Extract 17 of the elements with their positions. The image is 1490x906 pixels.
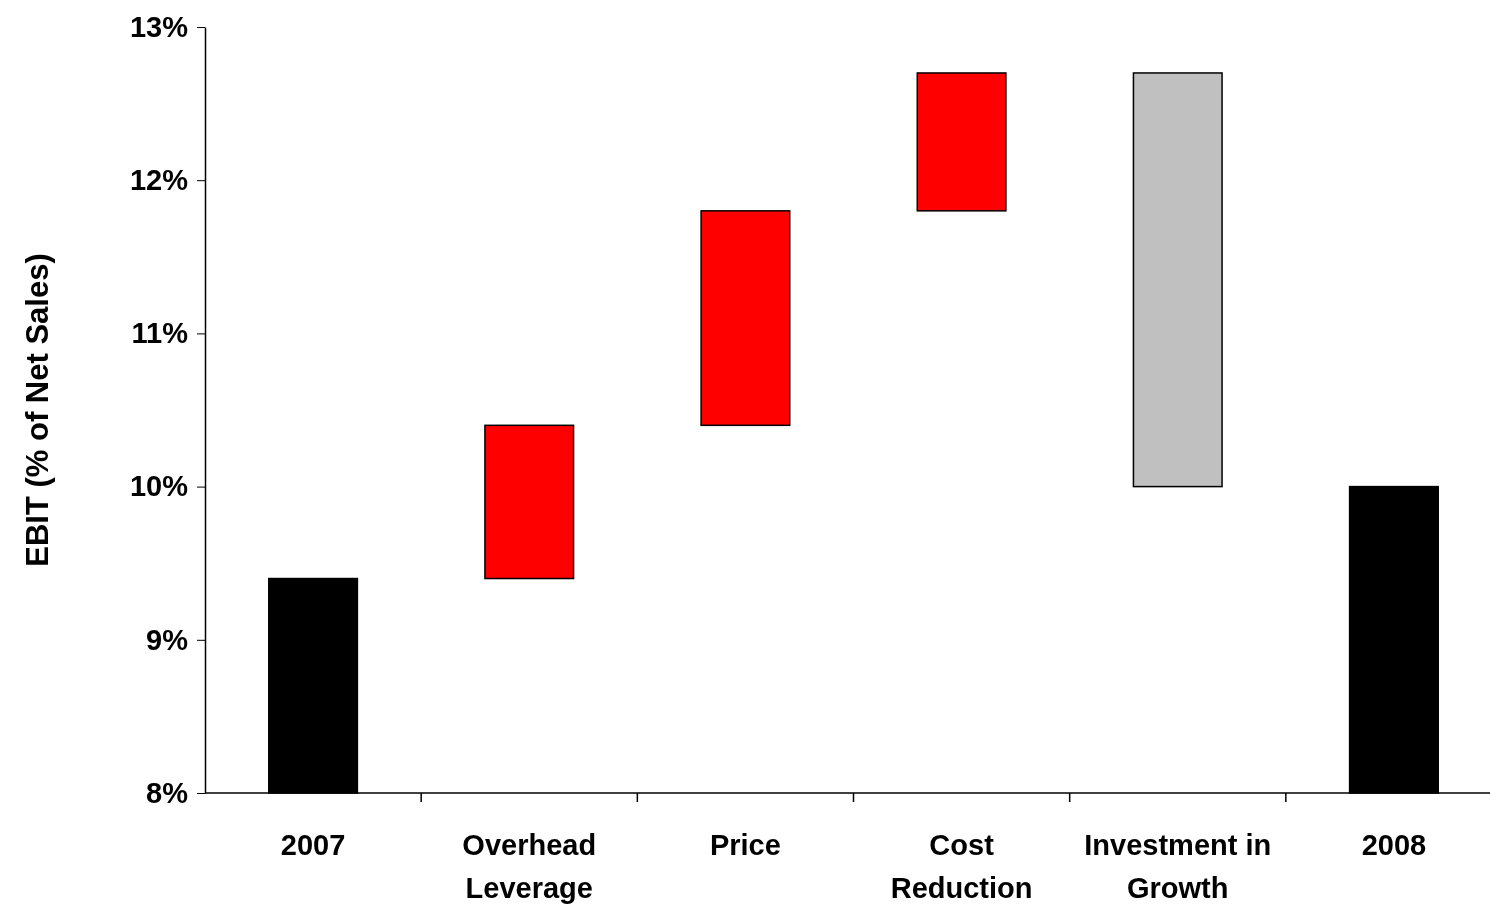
y-tick-label: 11% <box>131 317 189 350</box>
x-tick-label: 2008 <box>1361 829 1427 861</box>
x-tick-label: Price <box>709 829 781 861</box>
y-tick-label: 13% <box>129 10 189 43</box>
y-tick-label: 9% <box>146 623 189 656</box>
y-tick-label: 12% <box>129 163 189 196</box>
bar <box>1132 72 1223 488</box>
x-tick-label: Investment in Growth <box>1084 829 1272 904</box>
y-tick-label: 8% <box>146 776 189 809</box>
y-axis-title: EBIT (% of Net Sales) <box>20 253 55 567</box>
x-tick-label: Overhead Leverage <box>462 829 597 904</box>
y-tick-label: 10% <box>129 470 189 503</box>
x-tick-label: 2007 <box>280 829 346 861</box>
x-tick-label: Cost Reduction <box>890 829 1033 904</box>
bar <box>700 210 791 427</box>
bar <box>484 424 575 580</box>
bar <box>916 72 1007 212</box>
